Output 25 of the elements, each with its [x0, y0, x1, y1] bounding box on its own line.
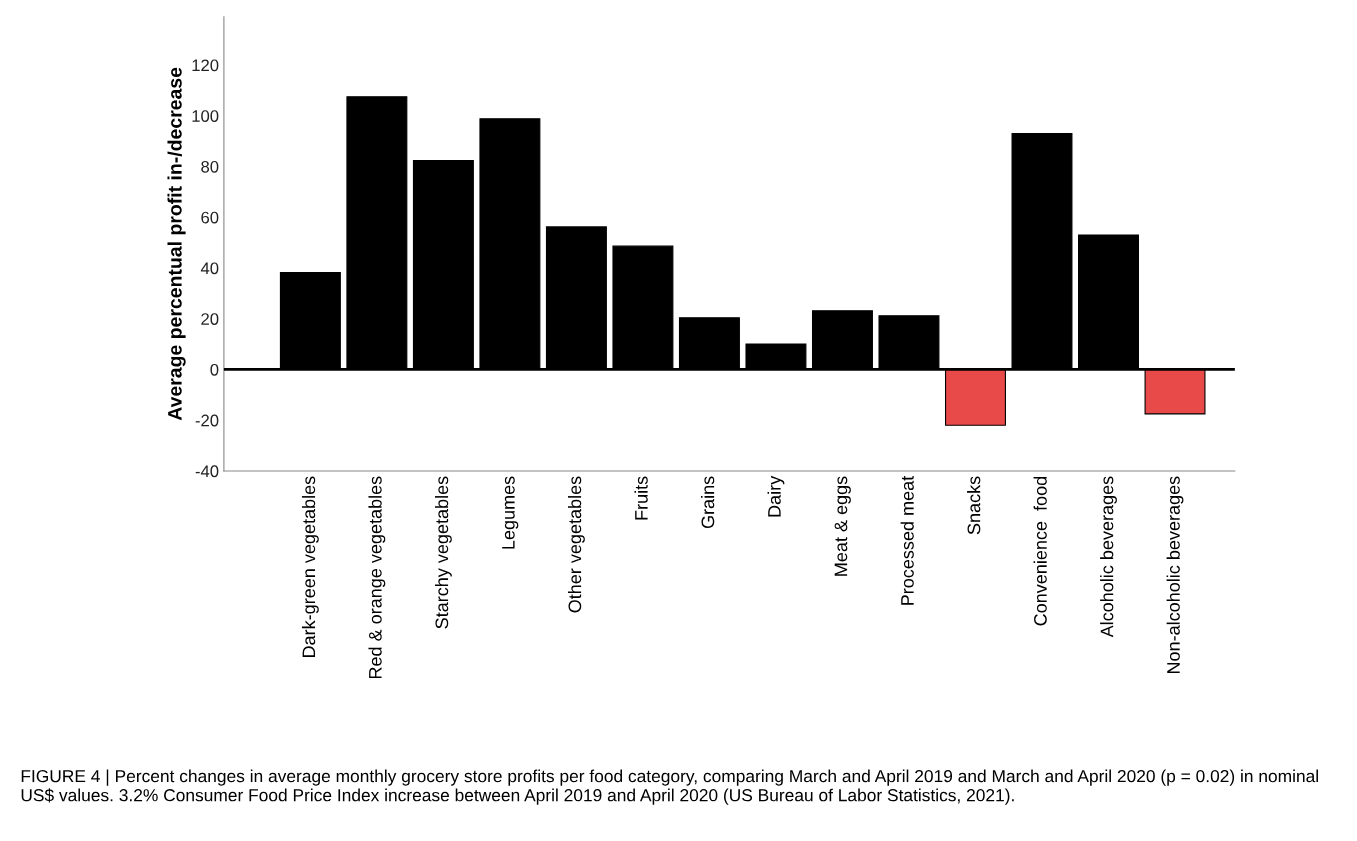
x-tick-label: Fruits: [634, 476, 648, 520]
x-tick-label: Red & orange vegetables: [368, 476, 386, 679]
y-tick-label: 60: [201, 211, 219, 224]
x-tick-label: Other vegetables: [568, 476, 585, 613]
x-tick-label: Alcoholic beverages: [1100, 476, 1117, 638]
x-tick-label: Grains: [701, 476, 715, 529]
y-tick-label: -40: [195, 465, 219, 478]
x-tick-label: Dark-green vegetables: [301, 476, 319, 657]
y-tick-label: 100: [192, 110, 219, 122]
y-tick-label: 120: [192, 59, 219, 72]
x-tick-label: Non-alcoholic beverages: [1166, 476, 1184, 674]
x-tick-label: Meat & eggs: [834, 476, 851, 576]
y-tick-label: 0: [210, 363, 219, 376]
x-tick-label: Convenience food: [1033, 476, 1047, 626]
y-tick-label: -20: [195, 414, 219, 427]
x-tick-label: Starchy vegetables: [434, 476, 452, 629]
x-tick-label: Dairy: [767, 475, 785, 517]
x-tick-label: Processed meat: [900, 475, 914, 605]
y-tick-label: 20: [201, 313, 219, 325]
caption: FIGURE 4 | Percent changes in average monthly grocery store profits per food category, comparing March and April 2019 and March and April 2020 (p = 0.02) in nominal US$ values. 3.2% Consumer Food Price Index increase between April 2019 and April 2020 (US Bureau of Labor Statistics, 2021).: [21, 769, 1318, 805]
x-tick-label: Legumes: [502, 476, 519, 549]
y-tick-label: 80: [201, 160, 219, 173]
y-tick-label: 40: [200, 262, 219, 275]
x-tick-label: Snacks: [967, 476, 981, 535]
y-axis-title: Average percentual profit in-/decrease: [167, 67, 186, 421]
